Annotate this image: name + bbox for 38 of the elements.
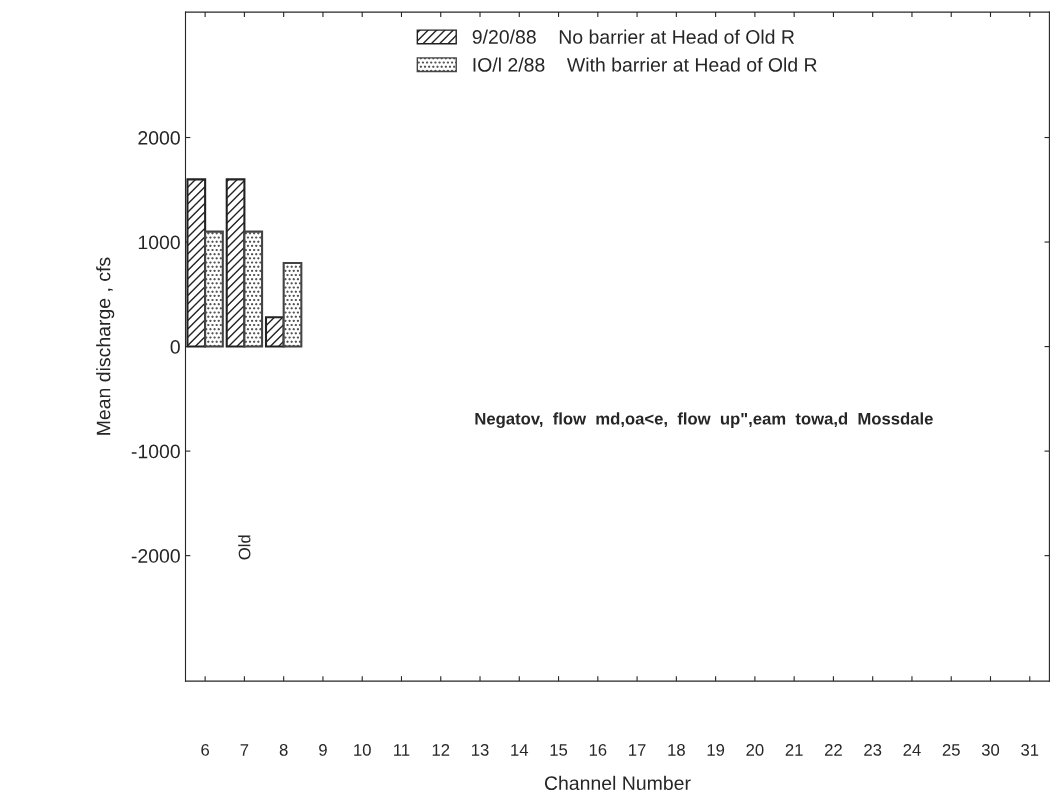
y-axis-title: Mean discharge , cfs — [96, 257, 115, 435]
bar — [204, 230, 224, 348]
bar — [282, 261, 303, 348]
x-tick-label: 16 — [589, 744, 607, 756]
x-axis-title: Channel Number — [544, 775, 691, 791]
x-tick-label: 24 — [903, 744, 921, 756]
y-tick-label: -2000 — [131, 549, 180, 563]
x-tick-label: 6 — [201, 744, 210, 756]
legend-label: 9/20/88 No barrier at Head of Old R — [472, 29, 795, 44]
x-tick-label: 31 — [1021, 744, 1039, 756]
annotation: Old — [238, 535, 251, 560]
bar — [225, 178, 246, 348]
x-tick-label: 14 — [511, 744, 529, 756]
y-tick-label: -1000 — [131, 444, 180, 459]
x-tick-label: 10 — [354, 744, 371, 756]
bar — [243, 230, 264, 348]
x-tick-label: 9 — [319, 744, 327, 756]
annotation: Negatov, flow md,oa<e, flow up",eam towa,d Mossdale — [475, 412, 933, 428]
x-tick-label: 25 — [942, 744, 960, 756]
x-tick-label: 17 — [629, 744, 646, 756]
y-tick-label: 1000 — [138, 235, 180, 250]
x-tick-label: 19 — [707, 744, 725, 756]
x-tick-label: 30 — [981, 744, 1000, 756]
x-tick-label: 13 — [472, 744, 489, 756]
x-tick-label: 8 — [279, 744, 288, 756]
x-tick-label: 21 — [785, 744, 803, 756]
x-tick-label: 22 — [825, 744, 842, 756]
bar — [264, 316, 285, 348]
x-tick-label: 11 — [394, 744, 410, 756]
y-tick-label: 0 — [170, 340, 180, 354]
x-tick-label: 23 — [864, 744, 882, 756]
x-tick-label: 20 — [746, 744, 764, 756]
x-tick-label: 12 — [432, 744, 450, 756]
x-tick-label: 15 — [550, 744, 568, 756]
legend-label: IO/l 2/88 With barrier at Head of Old R — [473, 57, 817, 72]
x-tick-label: 18 — [668, 744, 685, 756]
y-tick-label: 2000 — [138, 130, 180, 145]
x-tick-label: 7 — [240, 744, 249, 756]
